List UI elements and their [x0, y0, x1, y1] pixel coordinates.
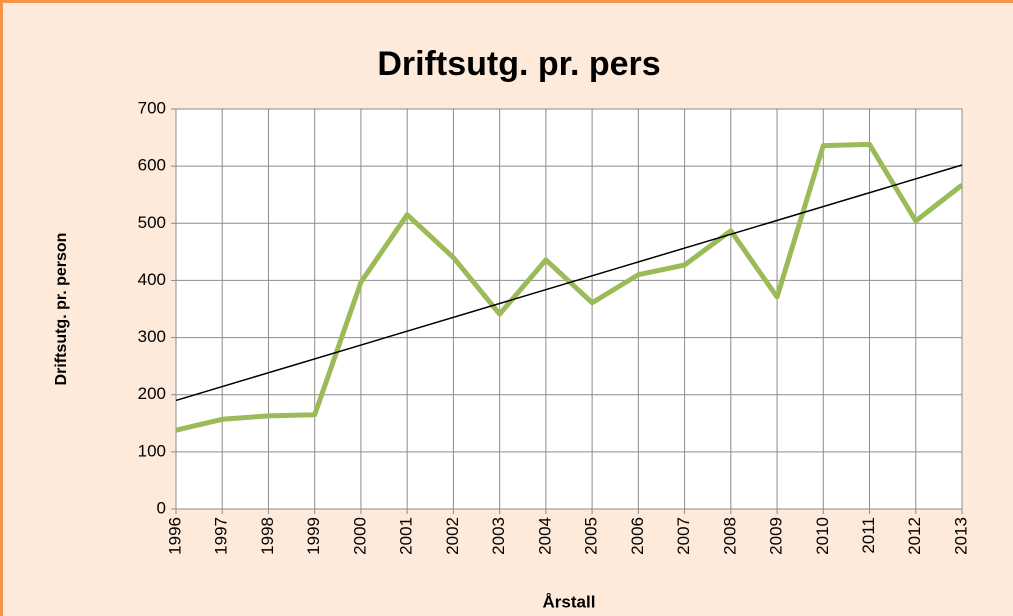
y-tick-label: 0 — [157, 498, 166, 517]
x-tick-label: 2003 — [489, 517, 508, 555]
y-tick-label: 400 — [138, 270, 166, 289]
x-tick-label: 2001 — [397, 517, 416, 555]
x-tick-label: 1998 — [258, 517, 277, 555]
x-tick-label: 2011 — [859, 517, 878, 554]
x-tick-label: 2012 — [905, 517, 924, 555]
x-tick-label: 1999 — [304, 517, 323, 555]
y-tick-label: 100 — [138, 441, 166, 460]
y-tick-label: 700 — [138, 98, 166, 117]
x-tick-label: 2006 — [628, 517, 647, 555]
x-tick-label: 2004 — [535, 517, 554, 555]
y-tick-label: 200 — [138, 384, 166, 403]
x-tick-label: 2008 — [720, 517, 739, 555]
x-tick-label: 1997 — [212, 517, 231, 555]
x-tick-label: 1996 — [165, 517, 184, 555]
chart-title: Driftsutg. pr. pers — [377, 45, 660, 83]
y-tick-label: 500 — [138, 213, 166, 232]
x-tick-label: 2013 — [951, 517, 970, 555]
x-tick-label: 2005 — [582, 517, 601, 555]
trend-line — [175, 164, 963, 402]
x-tick-label: 2007 — [674, 517, 693, 555]
x-tick-label: 2010 — [813, 517, 832, 555]
x-axis-title: Årstall — [543, 592, 596, 611]
plot-area — [176, 109, 962, 509]
y-tick-label: 300 — [138, 327, 166, 346]
x-tick-label: 2009 — [767, 517, 786, 555]
data-line — [175, 141, 964, 433]
y-axis-title: Driftsutg. pr. person — [53, 233, 70, 386]
y-tick-label: 600 — [138, 156, 166, 175]
x-tick-label: 2002 — [443, 517, 462, 555]
x-tick-label: 2000 — [350, 517, 369, 555]
